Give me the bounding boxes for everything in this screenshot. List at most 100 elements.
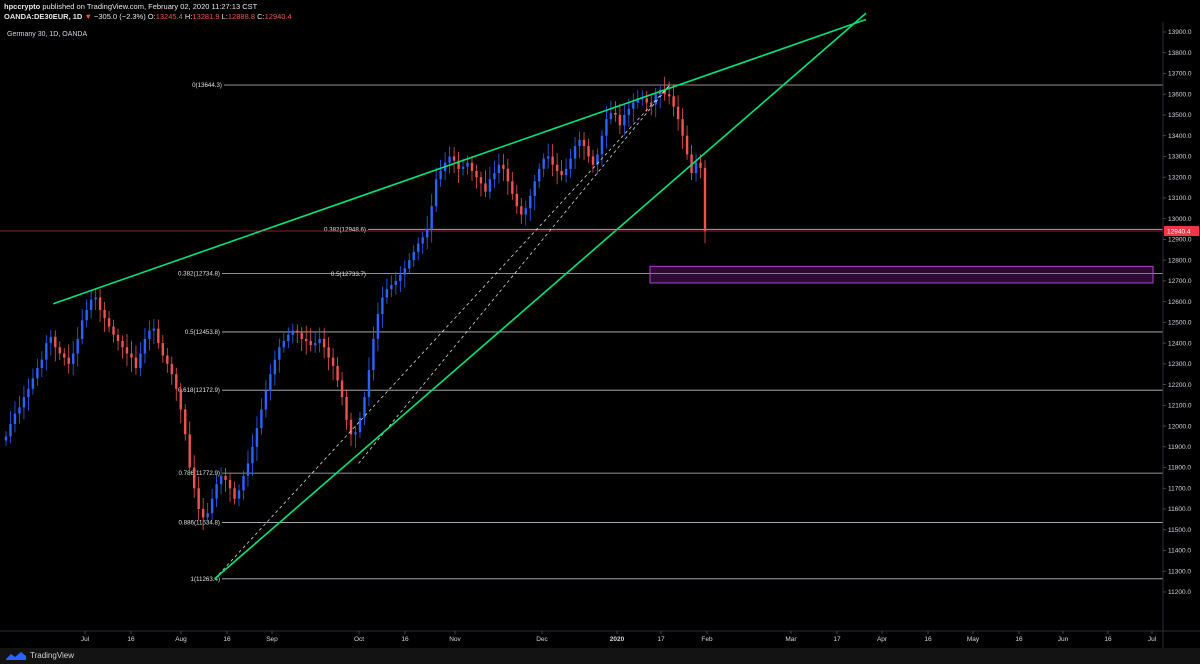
time-tick-label: Apr (877, 636, 888, 643)
price-chart[interactable]: 0(13644.3) 0.382(12948.6) 0.382(12734.8) 0.… (0, 0, 1200, 648)
candle-body (36, 367, 39, 379)
candle-body (345, 397, 348, 420)
candle-body (76, 338, 79, 354)
channel-line[interactable] (358, 84, 670, 464)
price-tick-label: 13600.0 (1168, 91, 1192, 98)
candle-body (233, 488, 236, 499)
candle-body (246, 463, 250, 476)
candle-body (551, 156, 554, 165)
fib-level-label: 0.5(12453.8) (185, 329, 220, 336)
trendline[interactable] (214, 12, 867, 580)
open-value: 13245.4 (155, 12, 183, 21)
candle-body (367, 370, 371, 398)
candle-body (219, 475, 223, 485)
candle-body (681, 119, 684, 136)
price-tick-label: 11800.0 (1168, 465, 1191, 472)
price-tick-label: 12200.0 (1168, 382, 1192, 389)
zone-rect[interactable] (649, 265, 1154, 284)
price-tick-label: 13400.0 (1168, 133, 1192, 140)
candle-body (596, 154, 599, 165)
fib-retracement[interactable]: 0(13644.3) 0.382(12948.6) 0.382(12734.8) 0.… (178, 82, 1163, 583)
candle-body (461, 166, 465, 169)
candle-body (376, 314, 380, 339)
tradingview-brand[interactable]: TradingView (30, 651, 75, 660)
time-tick-label: Dec (536, 636, 548, 643)
candle-body (9, 423, 12, 437)
candle-body (627, 108, 631, 115)
time-tick-label: Oct (354, 636, 364, 643)
candle-body (188, 434, 191, 468)
candle-body (134, 357, 138, 368)
candle-body (479, 177, 483, 184)
fib-level-label: 0(13644.3) (192, 82, 222, 89)
candle-body (94, 297, 97, 300)
candle-body (166, 355, 169, 364)
low-value: 12888.8 (227, 12, 256, 21)
candle-body (502, 164, 505, 169)
publish-line: hpccrypto published on TradingView.com, … (4, 2, 257, 11)
time-axis[interactable]: Jul 16 Aug 16 Sep Oct 16 Nov Dec 2020 17 Feb Mar 17 Ap… (0, 630, 1200, 643)
candle-body (425, 229, 429, 238)
trendlines[interactable] (53, 12, 867, 580)
candle-body (385, 289, 389, 298)
candle-body (618, 114, 622, 126)
candle-body (497, 164, 501, 174)
candle-body (645, 98, 648, 103)
fib-level-label: 0.786(11772.9) (178, 470, 220, 477)
candle-body (564, 168, 568, 176)
dashed-channel[interactable] (214, 84, 670, 580)
candle-body (13, 413, 17, 424)
candle-body (121, 341, 124, 348)
price-tick-label: 12100.0 (1168, 403, 1192, 410)
trendline[interactable] (53, 18, 867, 305)
close-value: 12940.4 (264, 12, 292, 21)
price-tick-label: 11900.0 (1168, 444, 1191, 451)
price-tick-label: 11500.0 (1168, 527, 1191, 534)
header-bar: hpccrypto published on TradingView.com, … (0, 0, 1200, 22)
candle-body (484, 183, 487, 192)
candle-body (340, 380, 344, 398)
candle-body (555, 164, 559, 171)
candle-body (663, 90, 666, 95)
candle-body (49, 336, 53, 344)
candle-body (192, 467, 196, 489)
candle-body (394, 280, 398, 286)
price-axis[interactable]: 13900.0 13800.0 13700.0 13600.0 13500.0 13400… (1162, 22, 1199, 648)
candle-body (493, 173, 496, 180)
candle-body (569, 158, 572, 169)
time-tick-label: 2020 (610, 636, 625, 643)
candle-body (72, 353, 75, 364)
publisher-name[interactable]: hpccrypto (4, 2, 41, 11)
candle-body (452, 156, 456, 161)
support-zone[interactable] (649, 265, 1154, 284)
candle-body (179, 388, 182, 410)
candle-body (157, 328, 160, 344)
candle-body (408, 260, 411, 269)
price-tick-label: 13700.0 (1168, 71, 1192, 78)
candle-body (417, 243, 420, 252)
price-tick-label: 12800.0 (1168, 257, 1192, 264)
candle-body (466, 162, 469, 167)
candle-body (31, 378, 35, 389)
candle-body (175, 374, 178, 389)
candle-body (381, 297, 384, 315)
candle-body (237, 490, 241, 499)
symbol-name: OANDA:DE30EUR, 1D (4, 12, 83, 21)
price-tick-label: 12700.0 (1168, 278, 1192, 285)
candle-body (372, 338, 375, 371)
candle-body (242, 475, 245, 491)
candle-body (363, 397, 366, 418)
candle-body (170, 363, 173, 375)
time-tick-label: 16 (223, 636, 231, 643)
candle-body (331, 357, 335, 366)
candle-body (125, 347, 129, 354)
channel-line[interactable] (214, 84, 670, 580)
time-tick-label: Aug (175, 636, 187, 643)
price-tick-label: 12000.0 (1168, 423, 1192, 430)
candle-body (390, 285, 393, 290)
candle-body (614, 112, 617, 115)
candle-body (511, 181, 514, 194)
tradingview-logo-icon[interactable] (5, 651, 27, 661)
candle-body (349, 419, 353, 435)
time-tick-label: Feb (701, 636, 713, 643)
